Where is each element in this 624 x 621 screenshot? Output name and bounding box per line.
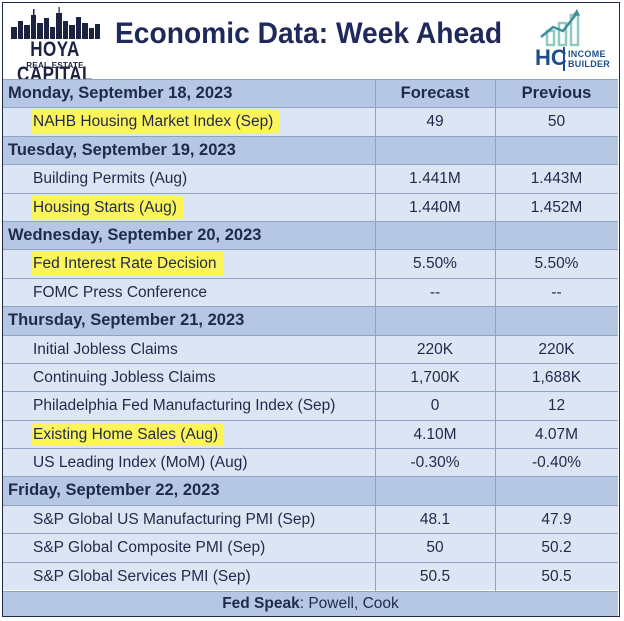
day-header-row: Wednesday, September 20, 2023 [3,220,618,250]
fed-speak-label: Fed Speak [222,595,300,612]
day-header-row: Tuesday, September 19, 2023 [3,135,618,165]
forecast-value: 50.5 [419,567,451,585]
previous-value: 1.443M [530,170,583,188]
indicator-name: S&P Global Composite PMI (Sep) [33,539,266,557]
table-row: Housing Starts (Aug) 1.440M 1.452M [3,192,618,221]
day-date: Friday, September 22, 2023 [8,481,220,500]
previous-value: 1,688K [531,368,582,386]
previous-value: 50.2 [541,539,572,557]
previous-value: 50.5 [541,567,572,585]
logo-subtext: INCOME BUILDER [568,49,618,69]
previous-value: -0.40% [531,454,582,472]
forecast-value: 4.10M [413,425,457,443]
table-row: Fed Interest Rate Decision 5.50% 5.50% [3,249,618,278]
indicator-name: Fed Interest Rate Decision [31,252,223,276]
day-date: Thursday, September 21, 2023 [8,311,245,330]
previous-value: 1.452M [530,198,583,216]
day-header-row: Friday, September 22, 2023 [3,476,618,505]
indicator-name: US Leading Index (MoM) (Aug) [33,454,248,472]
indicator-name: Building Permits (Aug) [33,170,188,188]
day-header-row: Monday, September 18, 2023 Forecast Previo… [3,79,618,108]
previous-value: 4.07M [534,425,579,443]
fed-speak-separator: : [299,595,309,612]
previous-value: -- [551,283,562,301]
indicator-name: S&P Global Services PMI (Sep) [33,567,251,585]
forecast-value: 1.441M [409,170,461,188]
page-title: Economic Data: Week Ahead [115,17,503,50]
indicator-name: Housing Starts (Aug) [31,195,183,219]
table-row: Building Permits (Aug) 1.441M 1.443M [3,164,618,193]
forecast-value: 48.1 [419,510,451,528]
forecast-value: 5.50% [413,255,457,273]
table-row: Initial Jobless Claims 220K 220K [3,334,618,363]
logo-divider [563,47,565,71]
logo-subtext-line2: BUILDER [568,59,611,69]
bar-chart-icon [540,9,580,47]
forecast-value: 220K [416,340,454,358]
forecast-value: -0.30% [410,454,460,472]
forecast-value: -- [429,283,441,301]
forecast-value: 1.440M [409,198,461,216]
header: HOYA CAPITAL REAL ESTATE Economic Data: … [3,3,618,86]
logo-text-secondary: REAL ESTATE [26,61,84,70]
column-divider [375,79,376,591]
indicator-name: S&P Global US Manufacturing PMI (Sep) [33,510,316,528]
indicator-name: Continuing Jobless Claims [33,368,216,386]
hc-logo-text: HC [535,45,567,70]
indicator-name: FOMC Press Conference [33,283,207,301]
day-date: Monday, September 18, 2023 [8,84,233,102]
previous-value: 220K [538,340,575,358]
logo-subtext-line1: INCOME [568,49,606,59]
table-row: US Leading Index (MoM) (Aug) -0.30% -0.40% [3,448,618,477]
previous-value: 50 [547,113,566,131]
day-date: Wednesday, September 20, 2023 [8,225,262,244]
previous-value: 5.50% [534,255,579,273]
day-header-row: Thursday, September 21, 2023 [3,306,618,335]
income-builder-logo: HC INCOME BUILDER [533,7,617,77]
column-divider [495,79,496,591]
fed-speak-footer: Fed Speak: Powell, Cook [3,591,618,616]
indicator-name: Existing Home Sales (Aug) [31,422,225,446]
table-row: NAHB Housing Market Index (Sep) 49 50 [3,107,618,136]
table-row: Continuing Jobless Claims 1,700K 1,688K [3,362,618,392]
forecast-column-header: Forecast [400,84,470,102]
indicator-name: Initial Jobless Claims [33,340,178,358]
table-row: Existing Home Sales (Aug) 4.10M 4.07M [3,419,618,449]
hoya-capital-logo: HOYA CAPITAL REAL ESTATE [9,7,101,86]
previous-value: 47.9 [541,510,572,528]
indicator-name: Philadelphia Fed Manufacturing Index (Se… [33,397,336,415]
table-row: S&P Global Services PMI (Sep) 50.5 50.5 [3,561,618,591]
table-row: S&P Global Composite PMI (Sep) 50 50.2 [3,533,618,562]
previous-column-header: Previous [521,84,592,102]
previous-value: 12 [547,397,566,415]
forecast-value: 0 [430,397,440,415]
forecast-value: 50 [426,539,444,557]
table-row: FOMC Press Conference -- -- [3,277,618,307]
forecast-value: 1,700K [410,368,460,386]
skyline-icon [11,7,100,39]
fed-speak-names: Powell, Cook [308,595,399,612]
day-date: Tuesday, September 19, 2023 [8,140,236,159]
indicator-name: NAHB Housing Market Index (Sep) [31,110,280,134]
calendar-table: Monday, September 18, 2023 Forecast Previo… [3,79,618,591]
forecast-value: 49 [426,113,444,131]
table-row: Philadelphia Fed Manufacturing Index (Se… [3,391,618,420]
table-row: S&P Global US Manufacturing PMI (Sep) 48.… [3,504,618,534]
